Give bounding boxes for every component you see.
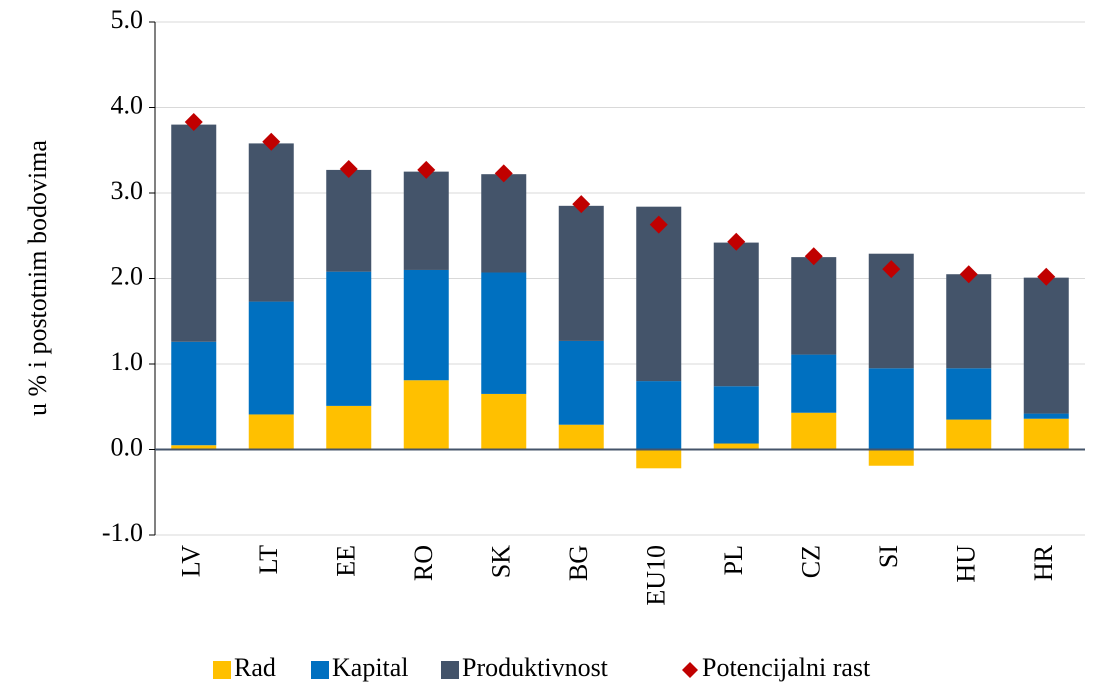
bar-segment [713,443,759,450]
bar-segment [403,269,449,381]
x-tick-label: RO [409,545,438,581]
marker [417,160,436,179]
marker [184,113,203,132]
legend-label: Potencijalni rast [702,653,871,682]
x-tick-label: SK [487,545,516,578]
y-axis-title: u % i postotnim bodovima [23,140,52,416]
legend-label: Rad [234,653,276,682]
y-tick-label: 0.0 [111,432,144,461]
bar-segment [326,271,372,406]
bar-segment [636,449,682,469]
bar-segment [946,368,992,420]
bar-segment [326,169,372,272]
marker [882,260,901,279]
bar-segment [248,143,294,302]
marker [572,195,591,214]
x-tick-label: SI [874,545,903,568]
bar-segment [1023,418,1069,450]
x-tick-label: PL [719,545,748,575]
x-tick-label: CZ [797,545,826,578]
legend-swatch [311,661,329,679]
bar-segment [481,174,527,273]
bar-segment [1023,413,1069,419]
legend-marker [682,662,698,678]
y-tick-label: 3.0 [111,176,144,205]
x-tick-label: LT [254,545,283,574]
y-tick-label: 4.0 [111,90,144,119]
bar-segment [248,414,294,450]
bar-segment [946,419,992,450]
y-tick-label: 2.0 [111,261,144,290]
bar-segment [791,354,837,413]
x-tick-label: EU10 [642,545,671,606]
bar-segment [558,205,604,341]
x-tick-label: LV [177,545,206,577]
bar-segment [636,206,682,382]
y-tick-label: 1.0 [111,347,144,376]
marker [804,247,823,266]
legend-swatch [441,661,459,679]
y-tick-label: -1.0 [102,518,143,547]
bar-segment [403,380,449,450]
bar-segment [1023,277,1069,414]
bar-segment [248,301,294,415]
marker [727,232,746,251]
bar-segment [558,340,604,425]
bar-segment [403,171,449,270]
bar-segment [868,368,914,450]
marker [494,164,513,183]
bar-segment [171,124,217,342]
legend-swatch [213,661,231,679]
legend-label: Produktivnost [462,653,609,682]
bar-segment [171,445,217,450]
bar-segment [791,412,837,450]
marker [1037,267,1056,286]
bar-segment [636,381,682,450]
bar-segment [481,393,527,450]
legend-label: Kapital [332,653,409,682]
x-tick-label: BG [564,545,593,581]
y-tick-label: 5.0 [111,5,144,34]
bar-segment [558,424,604,450]
marker [262,132,281,151]
bar-segment [481,272,527,394]
x-tick-label: HU [952,545,981,583]
bar-segment [171,341,217,446]
bar-segment [713,242,759,387]
marker [339,160,358,179]
marker [959,265,978,284]
bar-segment [868,449,914,466]
bar-segment [791,257,837,355]
x-tick-label: EE [332,545,361,577]
bar-segment [326,405,372,450]
x-tick-label: HR [1029,544,1058,581]
marker [649,215,668,234]
bar-segment [713,386,759,444]
bar-segment [946,274,992,369]
